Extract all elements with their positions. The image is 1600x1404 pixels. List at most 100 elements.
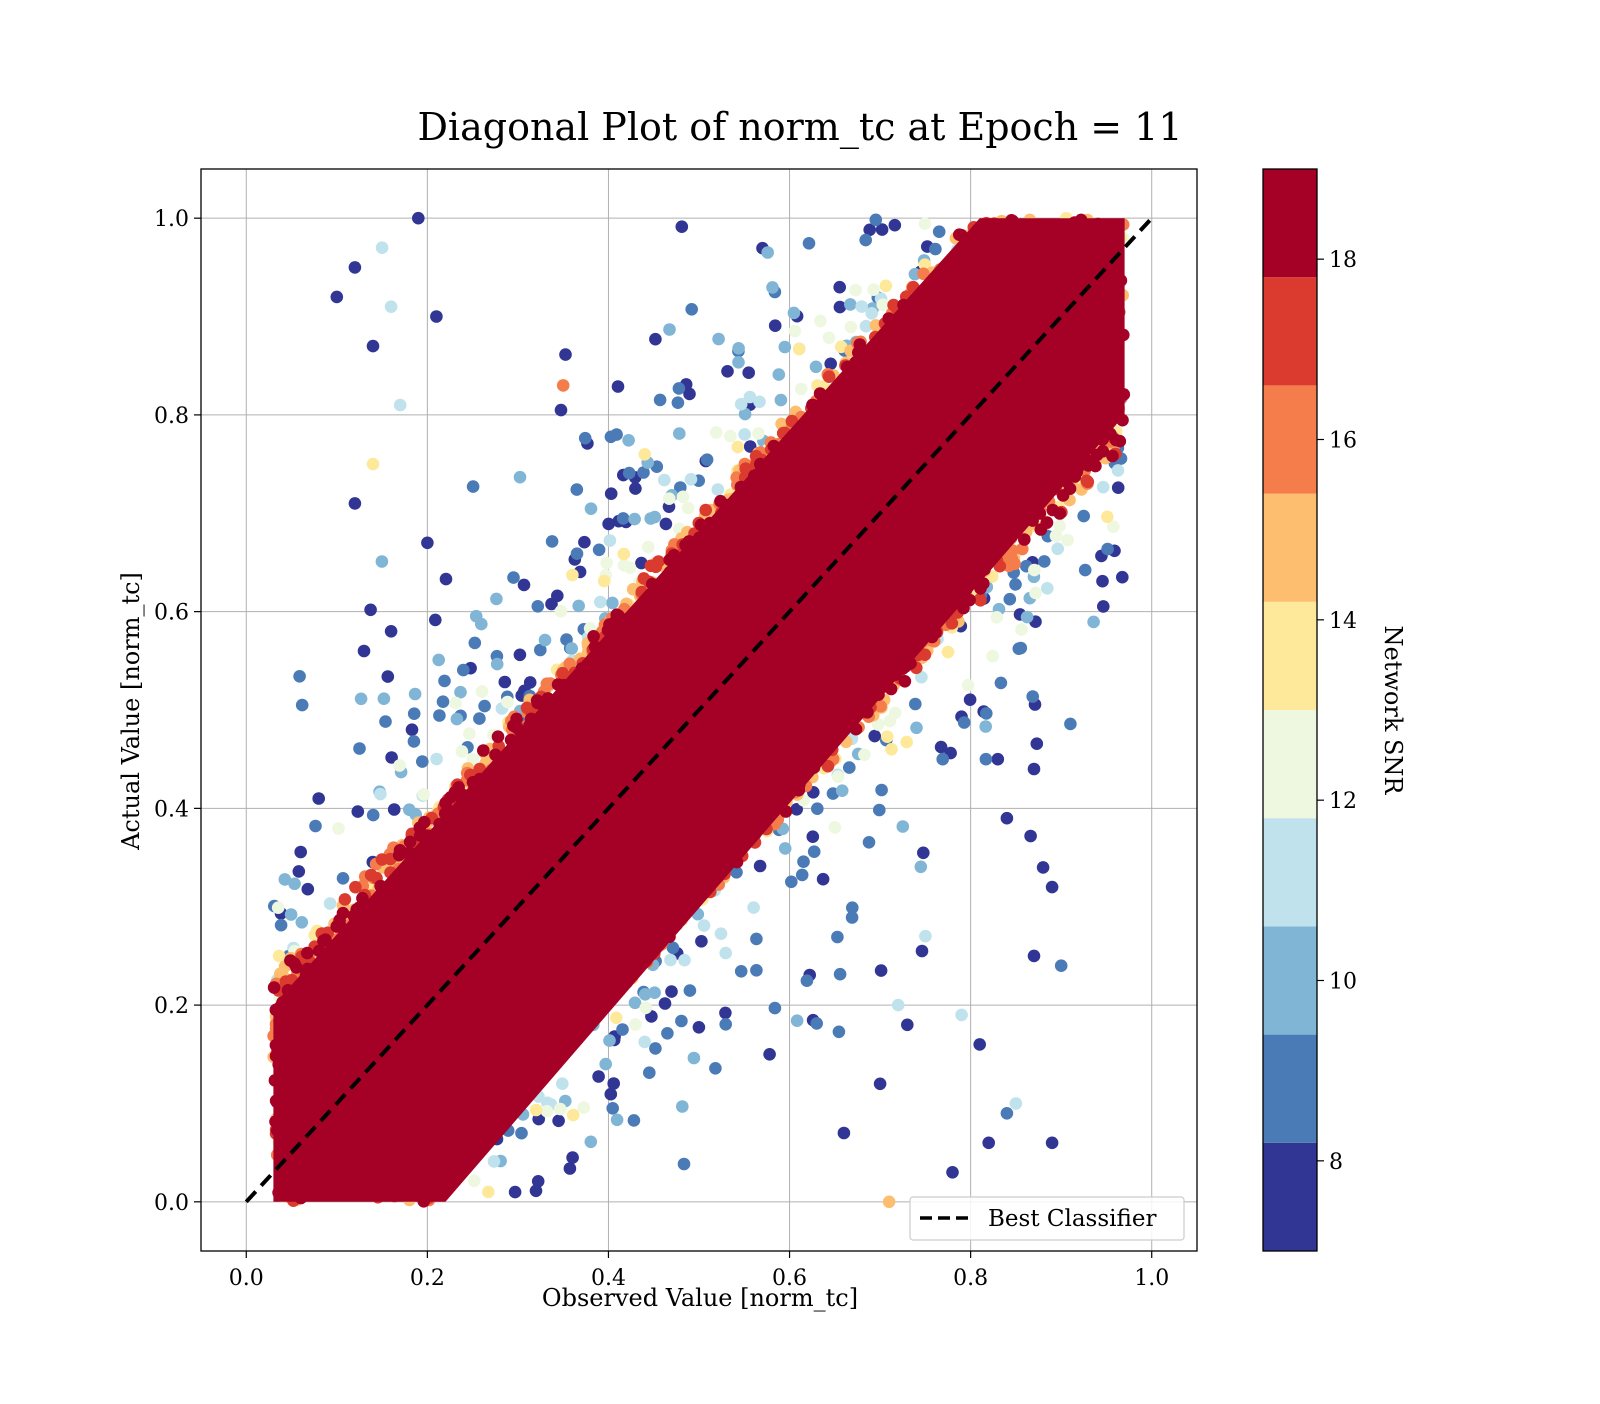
- scatter-point-high-snr: [718, 549, 731, 562]
- scatter-point-high-snr: [1061, 419, 1074, 432]
- scatter-point-high-snr: [545, 1028, 558, 1041]
- scatter-point: [663, 323, 676, 336]
- scatter-point-high-snr: [300, 1052, 313, 1065]
- scatter-point: [881, 730, 894, 743]
- scatter-point: [719, 1007, 732, 1020]
- scatter-point-high-snr: [291, 988, 304, 1001]
- scatter-point: [769, 1002, 782, 1015]
- scatter-point: [1046, 881, 1059, 894]
- scatter-point-high-snr: [862, 628, 875, 641]
- scatter-point-high-snr: [1007, 375, 1020, 388]
- scatter-point: [279, 873, 292, 886]
- chart-title: Diagonal Plot of norm_tc at Epoch = 11: [417, 105, 1182, 150]
- scatter-point: [607, 1077, 620, 1090]
- scatter-point: [629, 997, 642, 1010]
- scatter-point: [618, 548, 631, 561]
- scatter-point-high-snr: [484, 805, 497, 818]
- scatter-point: [919, 930, 932, 943]
- scatter-point-high-snr: [516, 738, 529, 751]
- scatter-point: [724, 430, 737, 443]
- scatter-point-high-snr: [909, 641, 922, 654]
- scatter-point-high-snr: [723, 704, 736, 717]
- scatter-point-high-snr: [440, 923, 453, 936]
- scatter-point: [808, 845, 821, 858]
- scatter-point-high-snr: [909, 378, 922, 391]
- scatter-point: [735, 398, 748, 411]
- scatter-point-high-snr: [1083, 405, 1096, 418]
- scatter-point-high-snr: [663, 906, 676, 919]
- scatter-point: [629, 1018, 642, 1031]
- scatter-point: [986, 650, 999, 663]
- scatter-point-high-snr: [514, 1007, 527, 1020]
- scatter-point: [616, 1023, 629, 1036]
- scatter-point: [873, 804, 886, 817]
- scatter-point-high-snr: [651, 894, 664, 907]
- scatter-point-high-snr: [858, 473, 871, 486]
- scatter-point-high-snr: [866, 522, 879, 535]
- scatter-point: [1055, 959, 1068, 972]
- scatter-point-high-snr: [692, 864, 705, 877]
- scatter-point: [610, 428, 623, 441]
- scatter-point: [1097, 481, 1110, 494]
- scatter-point-high-snr: [806, 399, 819, 412]
- scatter-point-high-snr: [468, 1005, 481, 1018]
- scatter-point-high-snr: [599, 911, 612, 924]
- scatter-point-high-snr: [688, 607, 701, 620]
- scatter-point: [385, 625, 398, 638]
- scatter-point-high-snr: [1059, 241, 1072, 254]
- scatter-point: [530, 1104, 543, 1117]
- scatter-point-high-snr: [386, 1110, 399, 1123]
- scatter-point: [622, 434, 635, 447]
- scatter-point-high-snr: [725, 651, 738, 664]
- scatter-point-high-snr: [1009, 489, 1022, 502]
- scatter-point: [833, 281, 846, 294]
- scatter-point-high-snr: [1029, 499, 1042, 512]
- scatter-point: [880, 280, 893, 293]
- scatter-point: [836, 784, 849, 797]
- scatter-point: [801, 974, 814, 987]
- scatter-point: [353, 742, 366, 755]
- scatter-point-high-snr: [683, 535, 696, 548]
- scatter-point: [936, 753, 949, 766]
- scatter-point-high-snr: [579, 908, 592, 921]
- scatter-point-high-snr: [472, 1033, 485, 1046]
- scatter-point-high-snr: [481, 1087, 494, 1100]
- scatter-point-high-snr: [292, 1108, 305, 1121]
- scatter-point-high-snr: [741, 623, 754, 636]
- scatter-point-high-snr: [1110, 408, 1123, 421]
- scatter-point-high-snr: [276, 996, 289, 1009]
- scatter-point-high-snr: [734, 499, 747, 512]
- scatter-point-high-snr: [355, 1009, 368, 1022]
- scatter-point: [763, 1048, 776, 1061]
- scatter-point: [658, 474, 671, 487]
- scatter-point-high-snr: [862, 532, 875, 545]
- scatter-point: [855, 300, 868, 313]
- scatter-point-high-snr: [1028, 471, 1041, 484]
- scatter-point: [863, 836, 876, 849]
- scatter-point: [514, 471, 527, 484]
- scatter-point-high-snr: [708, 718, 721, 731]
- scatter-point: [991, 611, 1004, 624]
- scatter-point-high-snr: [295, 1192, 308, 1205]
- scatter-point-high-snr: [882, 358, 895, 371]
- scatter-point: [437, 695, 450, 708]
- scatter-point-high-snr: [1018, 444, 1031, 457]
- scatter-point-high-snr: [528, 1048, 541, 1061]
- scatter-point: [885, 743, 898, 756]
- scatter-point-high-snr: [617, 883, 630, 896]
- scatter-point: [889, 219, 902, 232]
- scatter-point-high-snr: [350, 977, 363, 990]
- scatter-point-high-snr: [645, 852, 658, 865]
- scatter-point-high-snr: [721, 684, 734, 697]
- scatter-point-high-snr: [854, 591, 867, 604]
- scatter-point: [810, 1017, 823, 1030]
- scatter-point-high-snr: [1063, 364, 1076, 377]
- scatter-point-high-snr: [901, 420, 914, 433]
- scatter-point: [1077, 510, 1090, 523]
- scatter-point: [556, 1077, 569, 1090]
- scatter-point-high-snr: [1081, 252, 1094, 265]
- scatter-point-high-snr: [394, 1007, 407, 1020]
- scatter-point: [623, 467, 636, 480]
- scatter-point-high-snr: [270, 1095, 283, 1108]
- scatter-point: [698, 919, 711, 932]
